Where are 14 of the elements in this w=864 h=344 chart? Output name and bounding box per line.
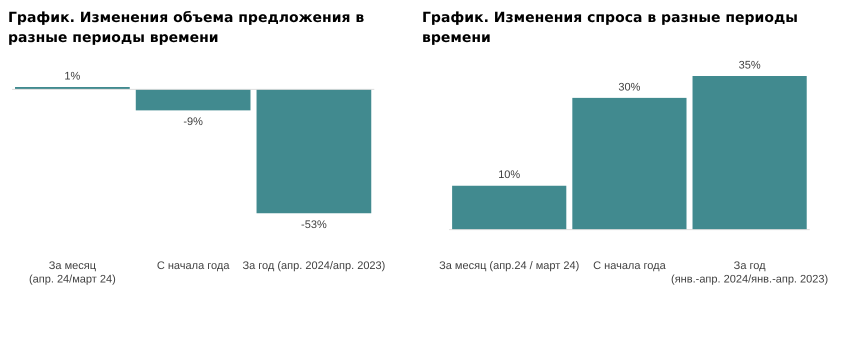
x-tick-label: За месяц (апр.24 / март 24) — [439, 260, 580, 272]
data-label: 35% — [738, 59, 761, 72]
x-tick-label: С начала года — [593, 260, 667, 272]
x-tick-label: С начала года — [156, 260, 230, 272]
data-label: -53% — [301, 218, 327, 231]
x-tick-label: За месяц (апр. 24/март 24) — [28, 260, 116, 286]
data-label: 30% — [618, 81, 641, 94]
x-tick-label: За год (янв.-апр. 2024/янв.-апр. 2023) — [671, 260, 828, 286]
chart-title: График. Изменения спроса в разные периоды времени — [422, 9, 799, 46]
data-label: -9% — [183, 116, 204, 128]
chart-title: График. Изменения объема предложения в разные периоды времени — [8, 9, 366, 48]
data-label: 10% — [498, 169, 520, 182]
x-tick-label: За год (апр. 2024/апр. 2023) — [242, 260, 386, 272]
data-label: 1% — [64, 70, 81, 83]
